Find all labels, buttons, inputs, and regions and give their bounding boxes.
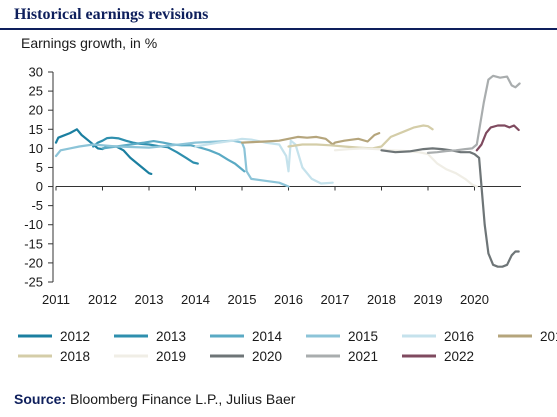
y-tick-label: -15 bbox=[24, 236, 43, 251]
x-tick-label: 2020 bbox=[460, 292, 489, 307]
y-axis-label: Earnings growth, in % bbox=[21, 35, 158, 51]
x-tick-label: 2016 bbox=[274, 292, 303, 307]
legend-label-2014: 2014 bbox=[252, 329, 283, 344]
x-tick-label: 2014 bbox=[181, 292, 210, 307]
series-line-2020 bbox=[380, 147, 520, 268]
x-axis: 2011 2012 2013 2014 2015 2016 2017 2018 2019 2020 bbox=[42, 186, 521, 307]
legend-label-2018: 2018 bbox=[60, 349, 90, 364]
y-tick-label: -20 bbox=[24, 255, 43, 270]
x-tick-label: 2018 bbox=[367, 292, 396, 307]
x-tick-label: 2019 bbox=[414, 292, 443, 307]
title-bar: Historical earnings revisions bbox=[0, 0, 557, 30]
y-tick-label: -5 bbox=[31, 198, 43, 213]
y-tick-label: 10 bbox=[29, 141, 43, 156]
legend-label-2013: 2013 bbox=[156, 329, 186, 344]
y-tick-label: 25 bbox=[29, 84, 43, 99]
series-lines bbox=[54, 74, 521, 268]
legend-label-2021: 2021 bbox=[348, 349, 378, 364]
y-tick-label: 0 bbox=[36, 179, 43, 194]
legend-label-2017: 2017 bbox=[540, 329, 557, 344]
legend-label-2015: 2015 bbox=[348, 329, 378, 344]
source-text: Bloomberg Finance L.P., Julius Baer bbox=[66, 391, 296, 407]
series-line-2021 bbox=[426, 74, 521, 154]
y-tick-label: -25 bbox=[24, 275, 43, 290]
series-line-2017 bbox=[240, 132, 381, 146]
legend: 2012 2013 2014 2015 2016 2017 2018 2019 2020 2021… bbox=[18, 329, 557, 364]
y-axis: 30 25 20 15 10 5 0 -5 -10 -15 -20 -25 bbox=[24, 65, 54, 290]
y-tick-label: 30 bbox=[29, 65, 43, 80]
y-tick-label: 15 bbox=[29, 122, 43, 137]
source-label: Source: bbox=[14, 391, 67, 407]
legend-label-2022: 2022 bbox=[444, 349, 474, 364]
series-line-2012 bbox=[54, 128, 153, 175]
x-tick-label: 2012 bbox=[88, 292, 117, 307]
source-note: Source: Bloomberg Finance L.P., Julius B… bbox=[14, 391, 295, 407]
legend-label-2016: 2016 bbox=[444, 329, 474, 344]
series-line-2019 bbox=[333, 147, 478, 188]
x-tick-label: 2017 bbox=[321, 292, 350, 307]
y-tick-label: 20 bbox=[29, 103, 43, 118]
series-line-2014 bbox=[101, 140, 246, 173]
legend-label-2019: 2019 bbox=[156, 349, 186, 364]
x-tick-label: 2013 bbox=[135, 292, 164, 307]
legend-label-2012: 2012 bbox=[60, 329, 90, 344]
series-line-2016 bbox=[194, 137, 334, 185]
y-tick-label: -10 bbox=[24, 217, 43, 232]
series-line-2015 bbox=[54, 139, 290, 188]
y-tick-label: 5 bbox=[36, 160, 43, 175]
series-line-2018 bbox=[287, 124, 434, 150]
x-tick-label: 2015 bbox=[228, 292, 257, 307]
chart-title: Historical earnings revisions bbox=[14, 6, 209, 23]
x-tick-label: 2011 bbox=[42, 292, 70, 307]
series-line-2022 bbox=[475, 124, 520, 152]
legend-label-2020: 2020 bbox=[252, 349, 282, 364]
